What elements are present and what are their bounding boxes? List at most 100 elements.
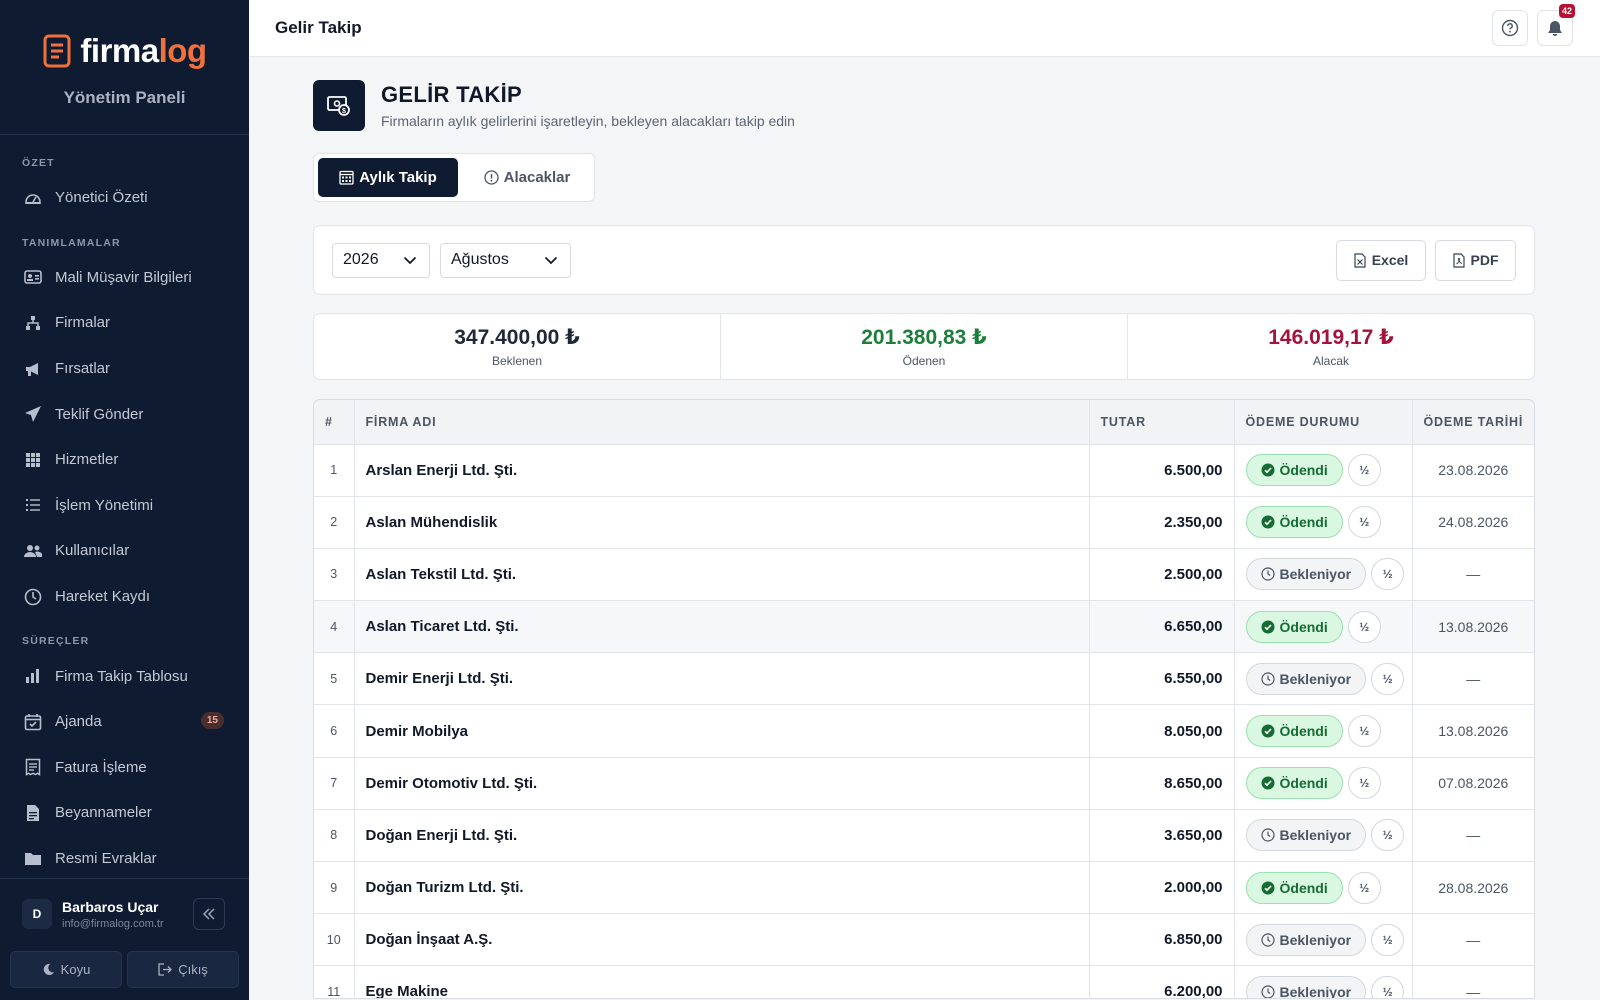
topbar-icons: 42	[1492, 4, 1575, 46]
tab-alacaklar[interactable]: Alacaklar	[464, 158, 590, 197]
sidebar-item-firma-takip-tablosu[interactable]: Firma Takip Tablosu	[0, 653, 249, 699]
table-row[interactable]: 3 Aslan Tekstil Ltd. Şti. 2.500,00 Bekleniy…	[314, 548, 1534, 602]
receipt-icon	[22, 756, 44, 778]
table-header-row: # FİRMA ADI TUTAR ÖDEME DURUMU ÖDEME TAR…	[314, 400, 1534, 445]
sidebar-item-yonetici-ozeti[interactable]: Yönetici Özeti	[0, 175, 249, 221]
payment-date: 24.08.2026	[1412, 496, 1534, 549]
help-button[interactable]	[1492, 10, 1528, 46]
logout-button[interactable]: Çıkış	[127, 951, 239, 988]
stat-receivable: 146.019,17 ₺ Alacak	[1128, 314, 1534, 379]
sidebar-item-ajanda[interactable]: Ajanda 15	[0, 699, 249, 745]
half-payment-button[interactable]: ½	[1371, 975, 1405, 998]
column-header-firm[interactable]: FİRMA ADI	[354, 400, 1090, 445]
payment-date: 13.08.2026	[1412, 600, 1534, 654]
firm-name[interactable]: Demir Enerji Ltd. Şti.	[354, 652, 1090, 706]
column-header-date[interactable]: ÖDEME TARİHİ	[1412, 400, 1534, 445]
firm-name[interactable]: Aslan Mühendislik	[354, 496, 1090, 549]
user-row: D Barbaros Uçar info@firmalog.com.tr	[10, 893, 239, 935]
sidebar-item-firmalar[interactable]: Firmalar	[0, 300, 249, 346]
half-payment-button[interactable]: ½	[1347, 871, 1381, 904]
sidebar-item-kullanicilar[interactable]: Kullanıcılar	[0, 528, 249, 574]
row-number: 3	[314, 548, 355, 602]
table-row[interactable]: 6 Demir Mobilya 8.050,00 Ödendi ½ 13.08.2026	[314, 704, 1534, 758]
table-row[interactable]: 8 Doğan Enerji Ltd. Şti. 3.650,00 Bekleniyo…	[314, 809, 1534, 863]
firm-name[interactable]: Aslan Ticaret Ltd. Şti.	[354, 600, 1090, 654]
sidebar-item-firsatlar[interactable]: Fırsatlar	[0, 346, 249, 392]
month-select[interactable]: Ağustos	[440, 242, 571, 278]
half-payment-button[interactable]: ½	[1371, 819, 1405, 852]
half-payment-button[interactable]: ½	[1371, 662, 1405, 695]
clock-icon	[1260, 985, 1275, 998]
status-paid-button[interactable]: Ödendi	[1245, 454, 1343, 487]
sidebar-item-islem-yonetimi[interactable]: İşlem Yönetimi	[0, 483, 249, 529]
firm-name[interactable]: Aslan Tekstil Ltd. Şti.	[354, 548, 1090, 602]
half-payment-button[interactable]: ½	[1347, 610, 1381, 643]
year-select[interactable]: 2026	[332, 242, 430, 278]
payment-status-cell: Ödendi ½	[1234, 861, 1413, 915]
amount: 2.500,00	[1089, 548, 1235, 602]
firm-name[interactable]: Doğan İnşaat A.Ş.	[354, 913, 1090, 967]
firm-name[interactable]: Doğan Turizm Ltd. Şti.	[354, 861, 1090, 915]
status-paid-button[interactable]: Ödendi	[1245, 715, 1343, 748]
half-payment-button[interactable]: ½	[1347, 454, 1381, 487]
sidebar-item-teklif-gonder[interactable]: Teklif Gönder	[0, 391, 249, 437]
status-pending-button[interactable]: Bekleniyor	[1245, 923, 1367, 956]
export-pdf-button[interactable]: PDF	[1435, 239, 1516, 281]
sidebar-item-hizmetler[interactable]: Hizmetler	[0, 437, 249, 483]
firm-name[interactable]: Demir Otomotiv Ltd. Şti.	[354, 757, 1090, 810]
status-paid-button[interactable]: Ödendi	[1245, 767, 1343, 800]
status-paid-button[interactable]: Ödendi	[1245, 610, 1343, 643]
amount: 6.200,00	[1089, 965, 1235, 998]
firm-name[interactable]: Doğan Enerji Ltd. Şti.	[354, 809, 1090, 863]
column-header-status[interactable]: ÖDEME DURUMU	[1234, 400, 1413, 445]
user-panel: D Barbaros Uçar info@firmalog.com.tr Koy…	[0, 878, 249, 1000]
collapse-sidebar-button[interactable]	[193, 898, 225, 930]
sidebar-item-beyannameler[interactable]: Beyannameler	[0, 790, 249, 836]
sidebar-item-mali-musavir[interactable]: Mali Müşavir Bilgileri	[0, 255, 249, 301]
firm-name[interactable]: Demir Mobilya	[354, 704, 1090, 758]
avatar[interactable]: D	[22, 899, 52, 929]
status-pending-button[interactable]: Bekleniyor	[1245, 558, 1367, 591]
stat-paid: 201.380,83 ₺ Ödenen	[721, 314, 1128, 379]
file-pdf-icon	[1452, 252, 1465, 268]
help-icon	[1501, 19, 1519, 37]
export-excel-button[interactable]: Excel	[1336, 239, 1426, 281]
half-payment-button[interactable]: ½	[1347, 715, 1381, 748]
sidebar-item-fatura-isleme[interactable]: Fatura İşleme	[0, 745, 249, 791]
sidebar-item-resmi-evraklar[interactable]: Resmi Evraklar	[0, 836, 249, 878]
column-header-amount[interactable]: TUTAR	[1089, 400, 1235, 445]
table-row[interactable]: 11 Ege Makine 6.200,00 Bekleniyor ½ —	[314, 965, 1534, 998]
status-pending-button[interactable]: Bekleniyor	[1245, 819, 1367, 852]
check-circle-icon	[1261, 776, 1274, 790]
table-row[interactable]: 5 Demir Enerji Ltd. Şti. 6.550,00 Bekleniyo…	[314, 652, 1534, 706]
table-row[interactable]: 2 Aslan Mühendislik 2.350,00 Ödendi ½ 24.08.2…	[314, 496, 1534, 549]
table-row[interactable]: 4 Aslan Ticaret Ltd. Şti. 6.650,00 Ödendi ½ 1…	[314, 600, 1534, 654]
half-payment-button[interactable]: ½	[1347, 767, 1381, 800]
status-paid-button[interactable]: Ödendi	[1245, 506, 1343, 539]
table-row[interactable]: 9 Doğan Turizm Ltd. Şti. 2.000,00 Ödendi ½ 28…	[314, 861, 1534, 915]
firm-name[interactable]: Ege Makine	[354, 965, 1090, 998]
status-wrapper: Bekleniyor ½	[1245, 923, 1412, 956]
notifications-button[interactable]: 42	[1537, 4, 1575, 46]
half-payment-button[interactable]: ½	[1347, 506, 1381, 539]
theme-toggle-button[interactable]: Koyu	[10, 951, 122, 988]
sidebar-item-hareket-kaydi[interactable]: Hareket Kaydı	[0, 574, 249, 620]
half-payment-button[interactable]: ½	[1371, 558, 1405, 591]
sidebar-item-label: Mali Müşavir Bilgileri	[55, 268, 192, 286]
status-paid-button[interactable]: Ödendi	[1245, 871, 1343, 904]
table-row[interactable]: 7 Demir Otomotiv Ltd. Şti. 8.650,00 Ödendi ½…	[314, 757, 1534, 810]
brand-subtitle: Yönetim Paneli	[63, 88, 186, 107]
status-pending-button[interactable]: Bekleniyor	[1245, 975, 1367, 998]
row-number: 1	[314, 444, 355, 497]
half-payment-button[interactable]: ½	[1371, 923, 1405, 956]
status-pending-button[interactable]: Bekleniyor	[1245, 662, 1367, 695]
row-number: 8	[314, 809, 355, 863]
firm-name[interactable]: Arslan Enerji Ltd. Şti.	[354, 444, 1090, 497]
stat-expected-label: Beklenen	[491, 354, 543, 368]
logo[interactable]: firmalog	[42, 32, 207, 70]
table-row[interactable]: 1 Arslan Enerji Ltd. Şti. 6.500,00 Ödendi ½ 2…	[314, 444, 1534, 497]
table-row[interactable]: 10 Doğan İnşaat A.Ş. 6.850,00 Bekleniyor ½ —	[314, 913, 1534, 967]
page-title: GELİR TAKİP	[381, 82, 523, 107]
tab-aylik-takip[interactable]: Aylık Takip	[318, 158, 458, 197]
payment-date: 07.08.2026	[1412, 757, 1534, 810]
